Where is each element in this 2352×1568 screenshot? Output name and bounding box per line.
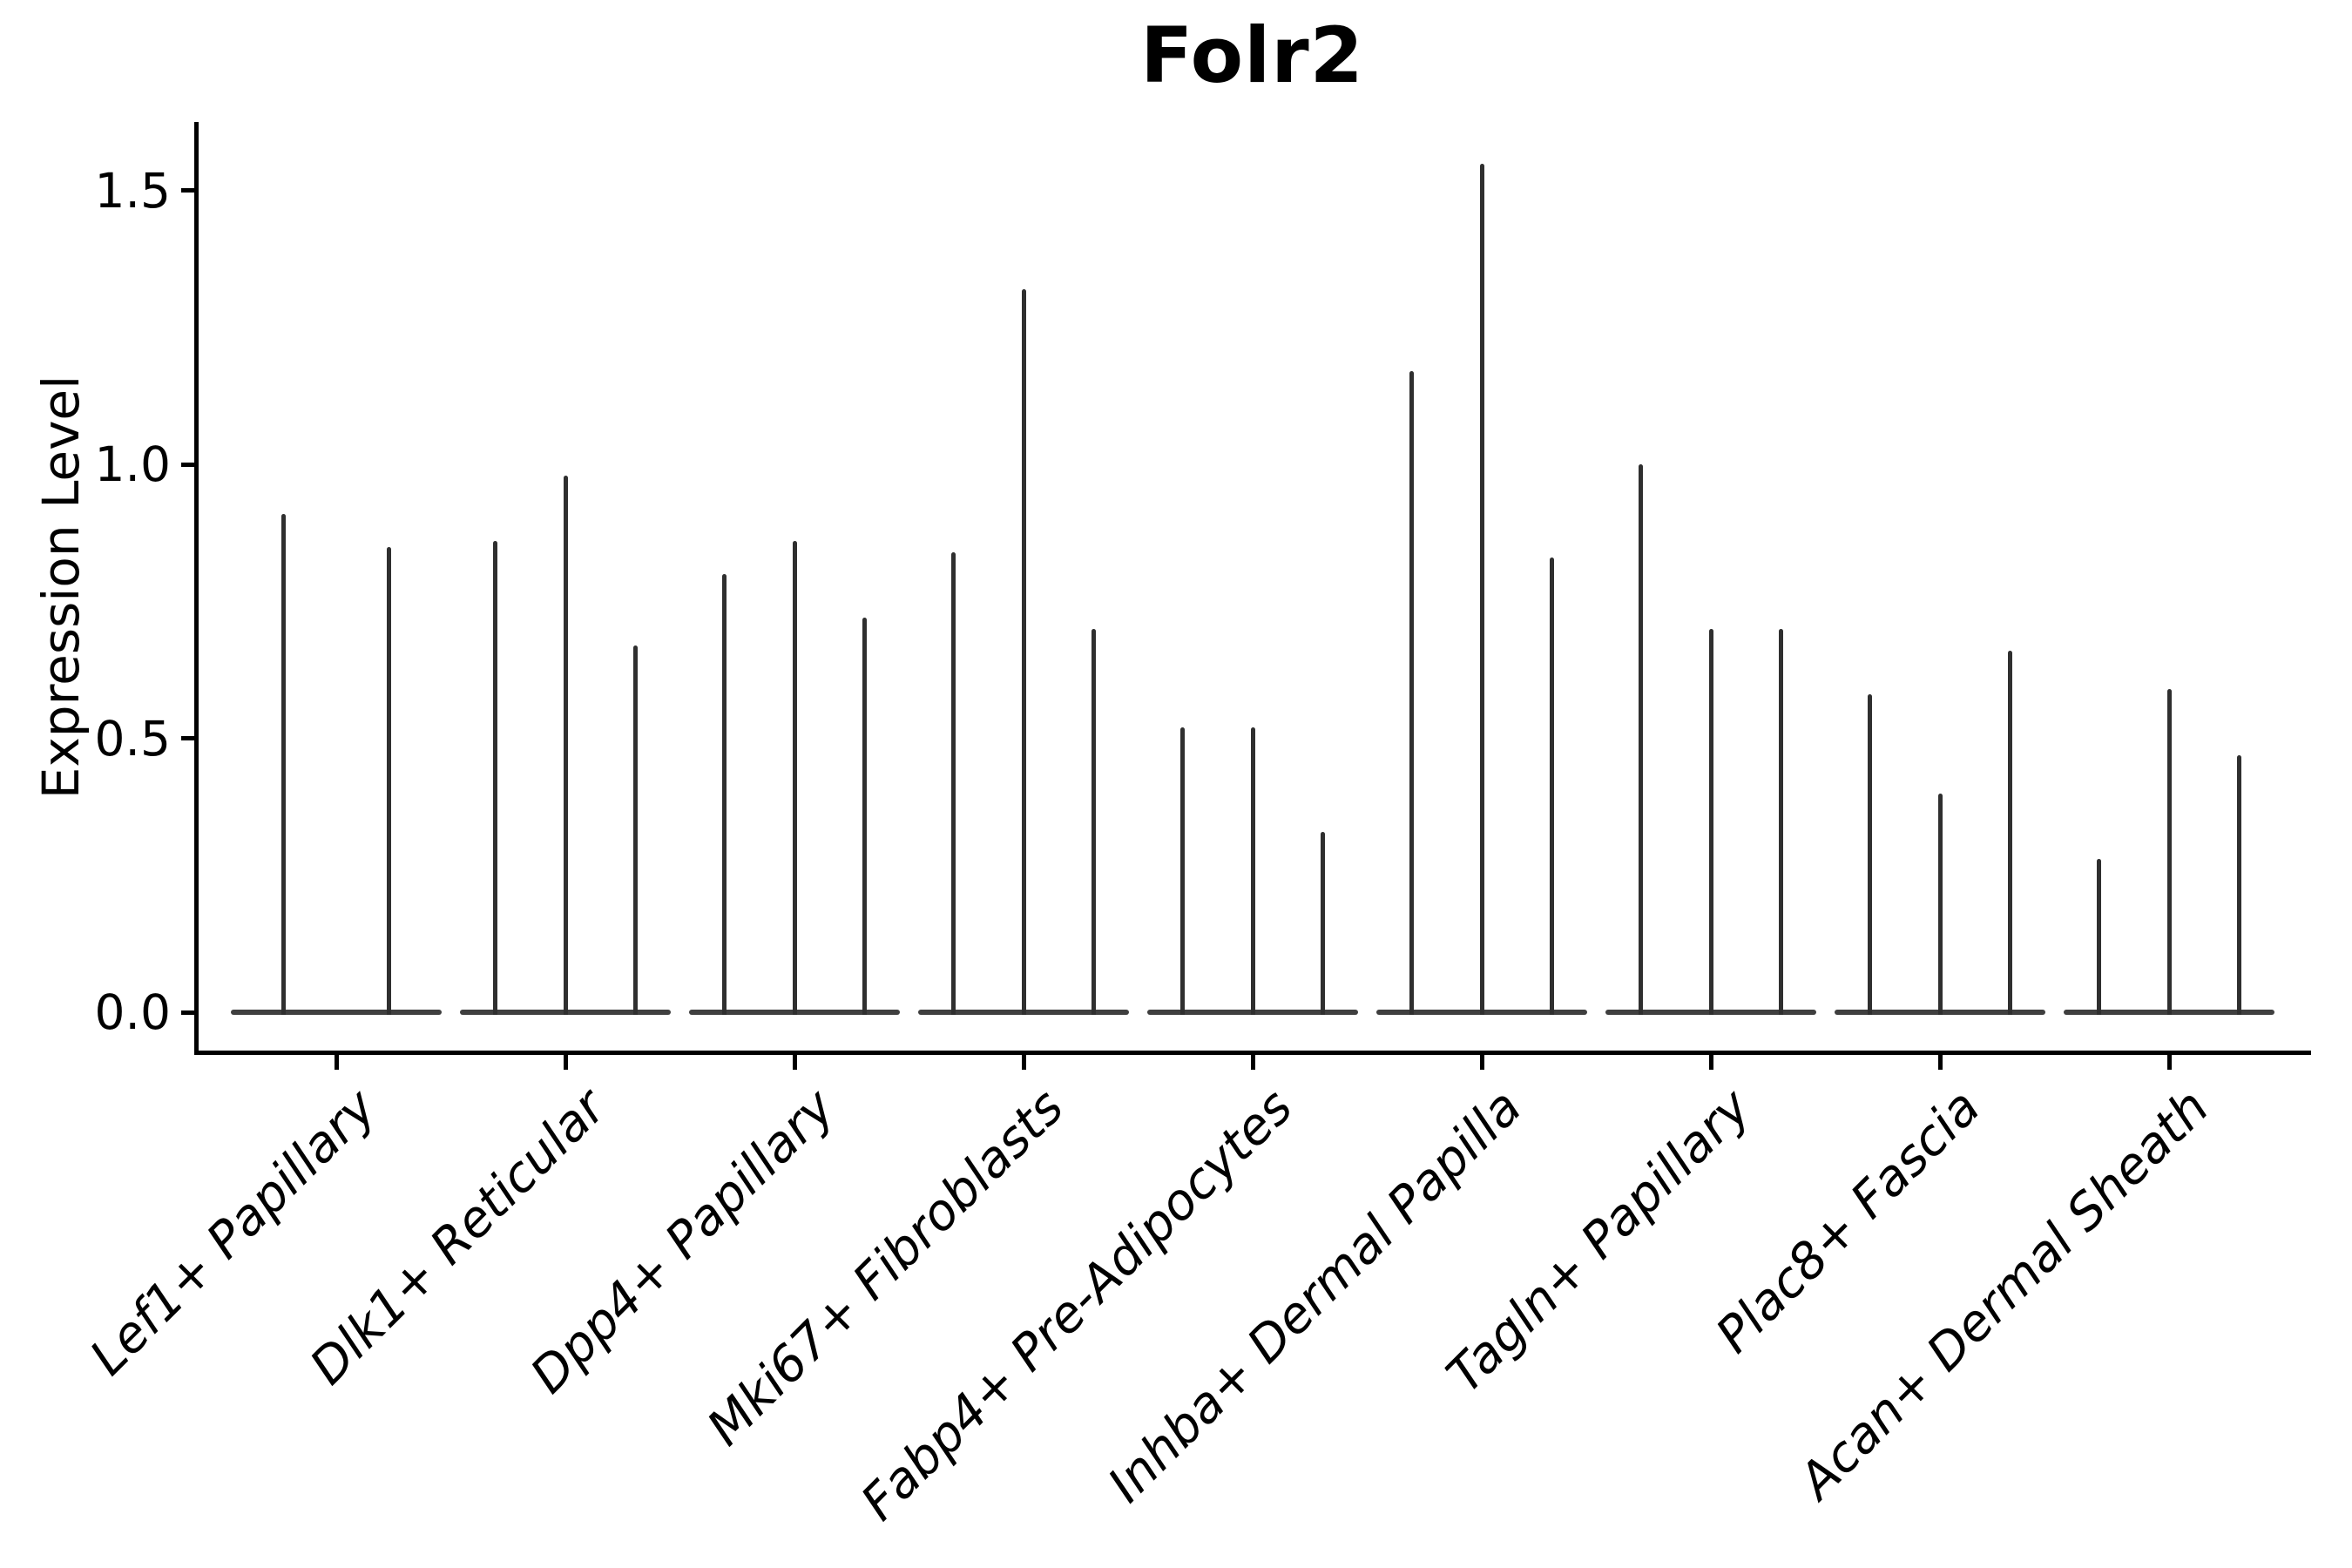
violin-spike [563, 475, 568, 1015]
violin-spike [1321, 831, 1326, 1015]
violin-spike [281, 513, 286, 1015]
violin-spike [1779, 628, 1784, 1015]
violin-spike [1409, 371, 1414, 1015]
x-tick-mark [563, 1055, 568, 1070]
y-tick-mark [181, 462, 196, 467]
violin-spike [1250, 727, 1255, 1015]
y-tick-label: 0.0 [94, 984, 171, 1040]
violin-spike [1708, 628, 1713, 1015]
violin-spike [721, 574, 727, 1015]
violin-spike [1937, 793, 1943, 1015]
violin-spike [633, 645, 639, 1015]
violin-spike [492, 541, 497, 1015]
y-tick-mark [181, 736, 196, 741]
y-tick-mark [181, 188, 196, 193]
violin-spike [1638, 464, 1643, 1015]
violin-spike [1021, 289, 1026, 1015]
y-tick-mark [181, 1010, 196, 1015]
x-tick-mark [334, 1055, 339, 1070]
y-axis-label: Expression Level [31, 375, 91, 800]
violin-spike [1179, 727, 1185, 1015]
x-axis-spine [194, 1051, 2311, 1055]
x-tick-label: Fabp4+ Pre-Adipocytes [850, 1078, 1304, 1532]
violin-spike [2166, 689, 2172, 1015]
chart-title: Folr2 [1140, 10, 1364, 100]
violin-spike [2096, 858, 2101, 1015]
x-tick-mark [792, 1055, 797, 1070]
violin-spike [950, 551, 956, 1015]
x-tick-mark [2166, 1055, 2172, 1070]
violin-spike [1479, 163, 1484, 1015]
y-tick-label: 1.0 [94, 436, 171, 493]
y-axis-spine [194, 122, 199, 1055]
y-tick-label: 1.5 [94, 162, 171, 219]
violin-spike [2008, 651, 2013, 1015]
violin-group-baseline [231, 1010, 442, 1015]
x-tick-mark [1708, 1055, 1713, 1070]
violin-spike [387, 546, 391, 1015]
violin-spike [1092, 628, 1097, 1015]
x-tick-mark [1021, 1055, 1026, 1070]
violin-spike [792, 541, 797, 1015]
x-tick-label: Inhba+ Dermal Papilla [1097, 1078, 1533, 1514]
violin-spike [1550, 558, 1555, 1015]
violin-spike [1867, 694, 1872, 1015]
y-tick-label: 0.5 [94, 710, 171, 767]
x-tick-mark [1937, 1055, 1943, 1070]
x-tick-label: Acan+ Dermal Sheath [1788, 1078, 2220, 1511]
x-tick-mark [1479, 1055, 1484, 1070]
violin-spike [2237, 754, 2242, 1015]
x-tick-mark [1250, 1055, 1255, 1070]
violin-spike [862, 618, 868, 1015]
